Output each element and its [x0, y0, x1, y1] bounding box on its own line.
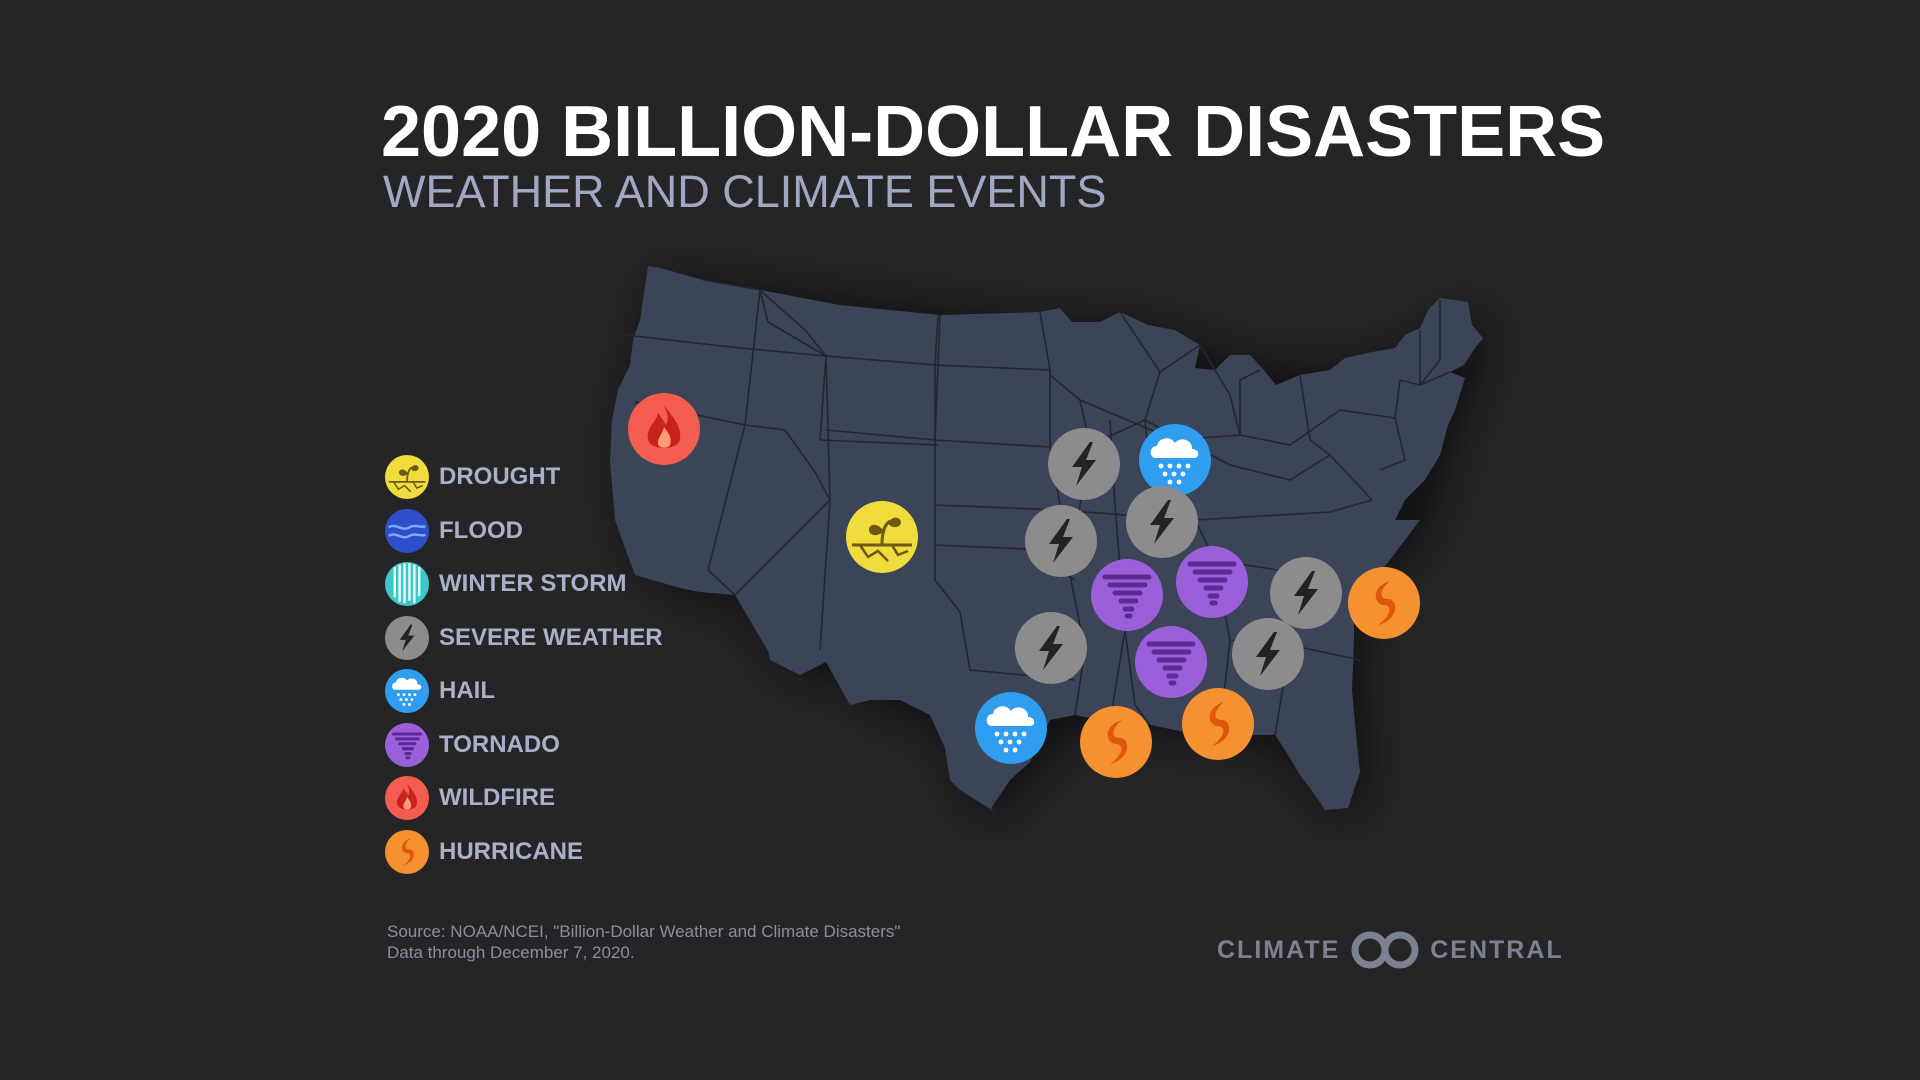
climate-central-logo: CLIMATE CENTRAL	[1217, 930, 1564, 970]
legend-label: WILDFIRE	[439, 784, 555, 811]
hurricane-marker[interactable]	[1348, 567, 1420, 639]
severe-weather-marker[interactable]	[1025, 505, 1097, 577]
tornado-marker[interactable]	[1135, 626, 1207, 698]
logo-mark-icon	[1351, 931, 1419, 969]
legend-label: HURRICANE	[439, 837, 583, 865]
source-note: Source: NOAA/NCEI, "Billion-Dollar Weath…	[387, 921, 900, 963]
data-date-line: Data through December 7, 2020.	[387, 943, 635, 962]
legend-label: HAIL	[439, 677, 495, 704]
severe-weather-marker[interactable]	[1270, 557, 1342, 629]
severe-weather-marker[interactable]	[1015, 612, 1087, 684]
legend-item-severe-weather: SEVERE WEATHER	[385, 615, 663, 660]
logo-text-right: CENTRAL	[1430, 935, 1564, 964]
hurricane-icon	[385, 829, 429, 874]
legend-item-drought: DROUGHT	[385, 455, 663, 499]
page-subtitle: WEATHER AND CLIMATE EVENTS	[383, 166, 1107, 217]
tornado-marker[interactable]	[1176, 546, 1248, 618]
legend: DROUGHT FLOOD WINTER STORM SEVERE WEATHE…	[385, 455, 663, 883]
source-line: Source: NOAA/NCEI, "Billion-Dollar Weath…	[387, 922, 901, 941]
legend-label: FLOOD	[439, 516, 523, 544]
hurricane-marker[interactable]	[1080, 706, 1152, 778]
tornado-marker[interactable]	[1091, 559, 1163, 631]
legend-item-wildfire: WILDFIRE	[385, 776, 663, 820]
legend-item-hurricane: HURRICANE	[385, 829, 663, 874]
legend-label: DROUGHT	[439, 463, 561, 490]
legend-label: SEVERE WEATHER	[439, 623, 663, 651]
severe-weather-icon	[385, 615, 429, 660]
hail-marker[interactable]	[1139, 424, 1211, 496]
severe-weather-marker[interactable]	[1126, 486, 1198, 558]
legend-label: WINTER STORM	[439, 570, 627, 597]
legend-item-hail: HAIL	[385, 669, 663, 713]
state-boundaries	[625, 279, 1451, 736]
drought-icon	[385, 455, 429, 499]
legend-item-tornado: TORNADO	[385, 722, 663, 767]
legend-item-winter-storm: WINTER STORM	[385, 562, 663, 606]
tornado-icon	[385, 722, 429, 767]
drought-marker[interactable]	[844, 499, 920, 575]
severe-weather-marker[interactable]	[1048, 428, 1120, 500]
flood-icon	[385, 508, 429, 553]
legend-item-flood: FLOOD	[385, 508, 663, 553]
hail-marker[interactable]	[975, 692, 1047, 764]
winter-storm-icon	[385, 562, 429, 606]
wildfire-icon	[385, 776, 429, 820]
page-title: 2020 BILLION-DOLLAR DISASTERS	[381, 92, 1606, 172]
hurricane-marker[interactable]	[1182, 688, 1254, 760]
severe-weather-marker[interactable]	[1232, 618, 1304, 690]
logo-text-left: CLIMATE	[1217, 935, 1341, 964]
legend-label: TORNADO	[439, 730, 560, 758]
hail-icon	[385, 669, 429, 713]
